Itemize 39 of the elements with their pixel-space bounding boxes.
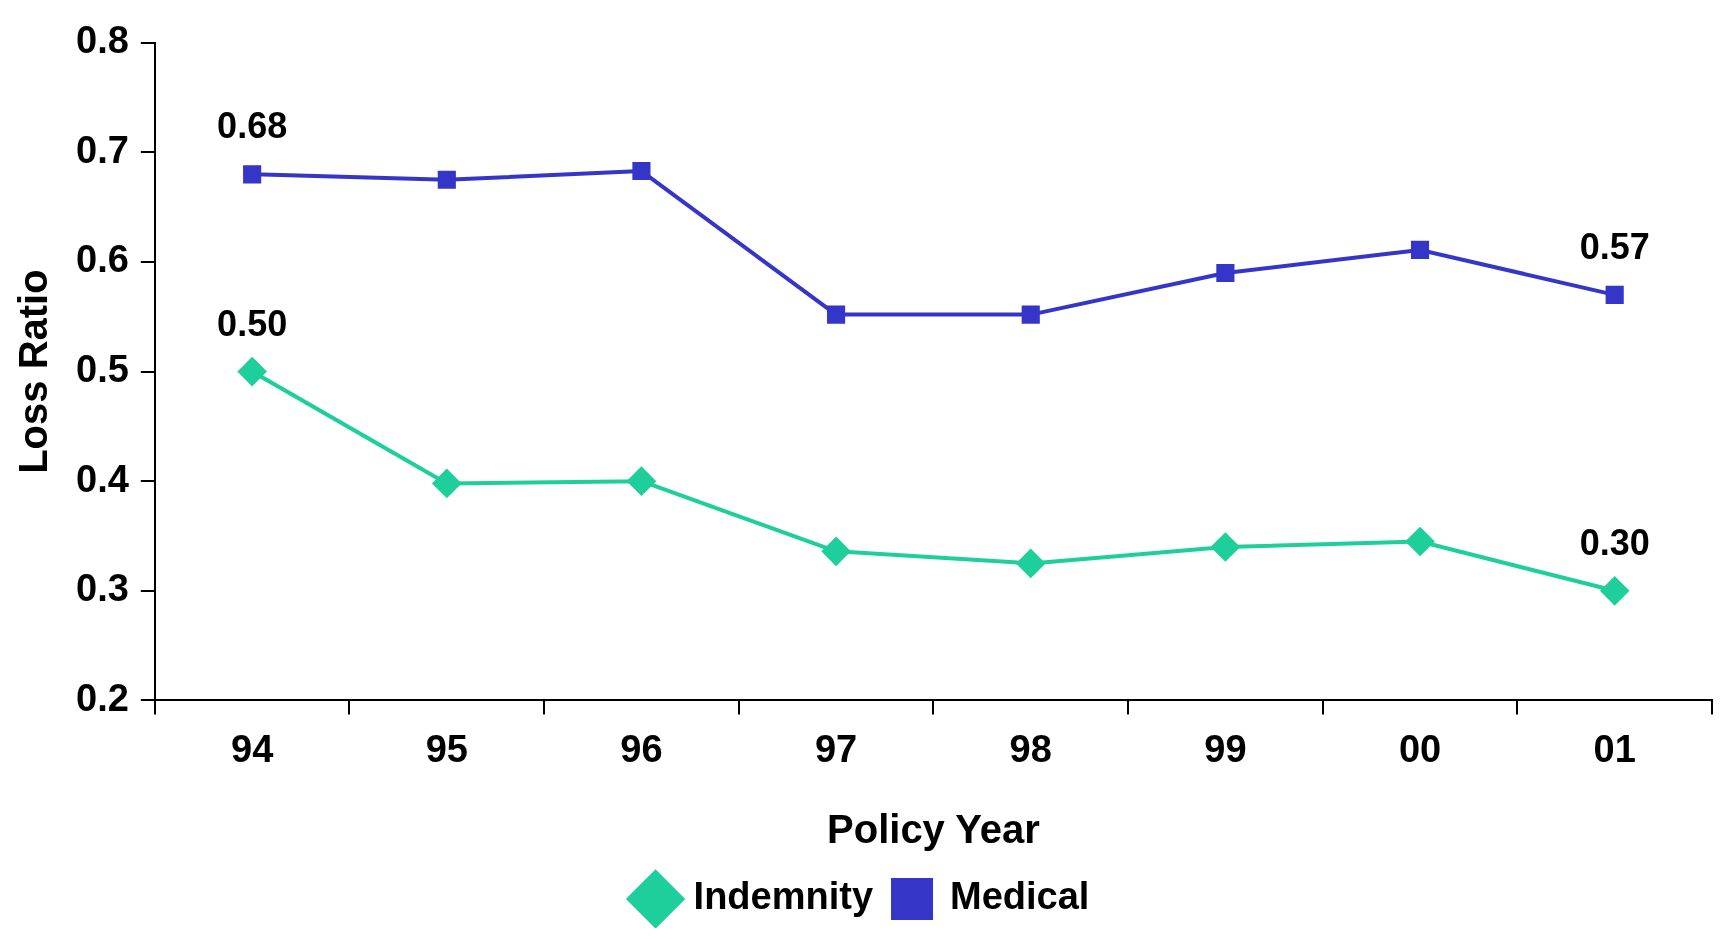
legend-label: Indemnity <box>693 875 874 918</box>
x-tick-label: 00 <box>1398 727 1442 770</box>
y-tick-label: 0.7 <box>76 128 129 171</box>
point <box>822 537 851 566</box>
x-tick-label: 01 <box>1593 727 1636 770</box>
point <box>632 161 651 181</box>
point <box>827 305 846 324</box>
y-tick-label: 0.3 <box>76 567 129 610</box>
point <box>437 170 456 189</box>
y-tick-label: 0.6 <box>76 238 129 281</box>
data-label: 0.30 <box>1579 521 1650 563</box>
point <box>1216 263 1235 283</box>
point <box>238 357 267 386</box>
data-label: 0.57 <box>1579 225 1650 267</box>
legend-label: Medical <box>950 875 1090 918</box>
y-tick-label: 0.2 <box>76 676 129 719</box>
x-tick-label: 99 <box>1204 727 1247 770</box>
point <box>1211 532 1240 561</box>
x-axis-title: Policy Year <box>827 807 1040 852</box>
x-tick-label: 96 <box>620 727 663 770</box>
y-axis-title: Loss Ratio <box>11 269 56 474</box>
x-tick-label: 95 <box>425 727 468 770</box>
point <box>432 469 461 498</box>
y-tick-label: 0.4 <box>76 457 129 500</box>
y-tick-label: 0.5 <box>76 348 129 391</box>
point <box>1605 285 1624 304</box>
x-tick-label: 97 <box>814 727 858 770</box>
data-label: 0.68 <box>217 105 288 147</box>
point <box>1406 527 1435 556</box>
point <box>1600 576 1629 605</box>
point <box>1021 305 1040 324</box>
point <box>1016 549 1045 578</box>
x-tick-label: 94 <box>231 727 274 770</box>
y-tick-label: 0.8 <box>76 19 129 62</box>
point <box>243 165 262 184</box>
data-label: 0.50 <box>217 302 288 344</box>
point <box>1410 240 1430 260</box>
x-tick-label: 98 <box>1009 727 1052 770</box>
point <box>627 467 656 496</box>
